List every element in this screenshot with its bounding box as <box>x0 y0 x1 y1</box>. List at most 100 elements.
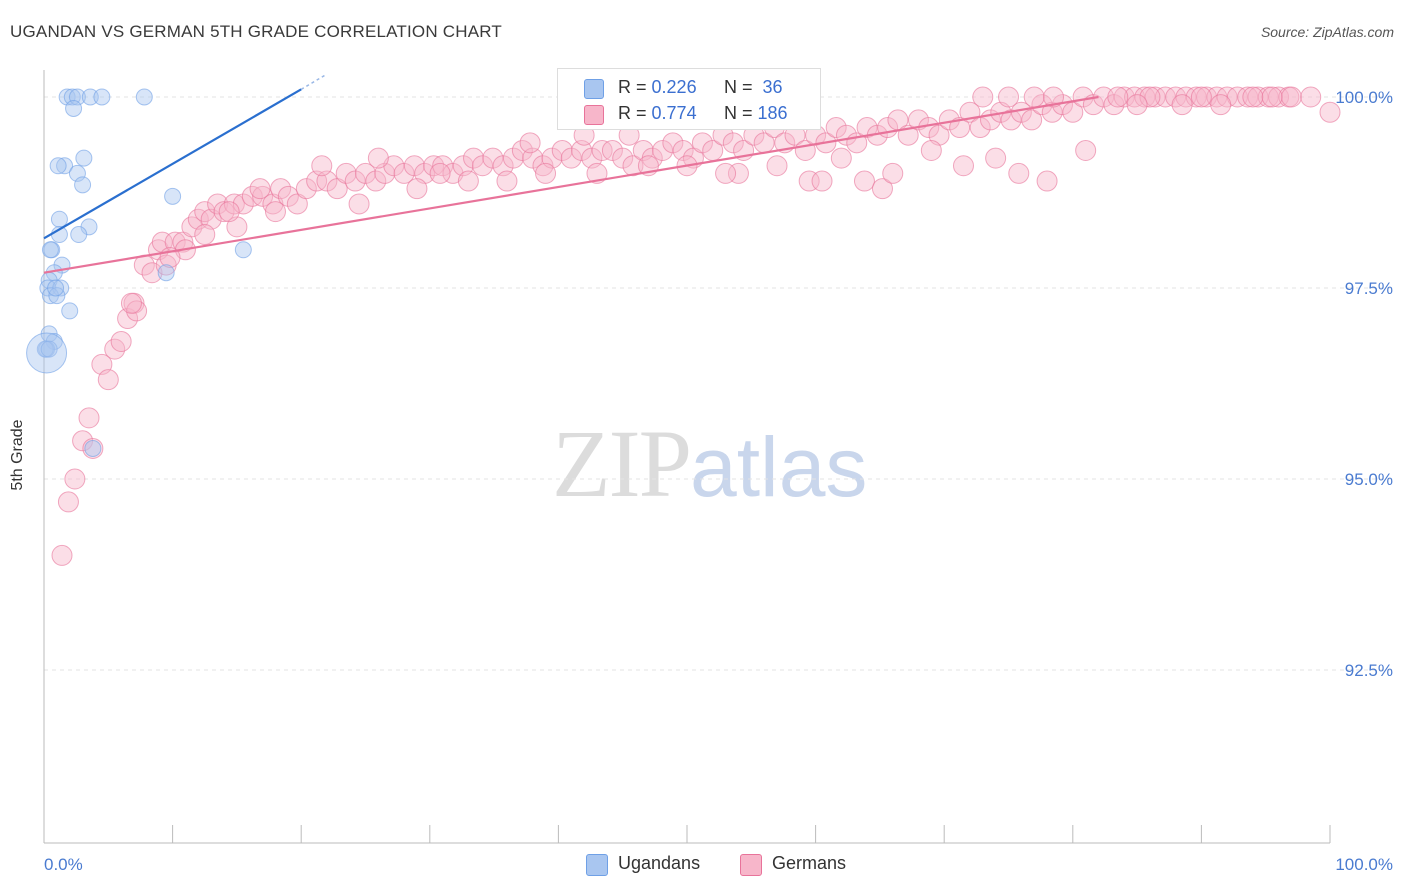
data-point <box>662 132 684 154</box>
y-tick-label: 100.0% <box>1335 88 1393 107</box>
stats-row-germans: R = 0.774 N = 186 <box>558 101 820 127</box>
data-point <box>715 162 737 184</box>
data-point <box>830 147 852 169</box>
watermark-atlas: atlas <box>690 420 868 514</box>
data-point <box>1041 101 1063 123</box>
data-point <box>64 468 86 490</box>
data-point <box>262 193 284 215</box>
data-point <box>871 178 893 200</box>
data-point <box>766 155 788 177</box>
data-point <box>1075 139 1097 161</box>
data-point <box>882 162 904 184</box>
data-point <box>1139 86 1161 108</box>
x-tick-label: 0.0% <box>44 855 83 874</box>
data-point <box>403 155 425 177</box>
data-point <box>1021 109 1043 131</box>
data-point <box>463 147 485 169</box>
data-point <box>70 226 88 244</box>
data-point <box>120 292 142 314</box>
data-point <box>157 264 175 282</box>
data-point <box>811 170 833 192</box>
trend-line <box>43 95 1099 274</box>
data-point <box>226 216 248 238</box>
germans-legend-swatch <box>740 854 762 876</box>
data-point <box>457 170 479 192</box>
watermark-zip: ZIP <box>552 410 692 517</box>
data-point <box>798 170 820 192</box>
data-point <box>1126 94 1148 116</box>
data-point <box>601 139 623 161</box>
data-point <box>41 241 59 259</box>
data-point <box>367 147 389 169</box>
data-point <box>856 117 878 139</box>
data-point <box>1171 94 1193 116</box>
data-point <box>1280 86 1302 108</box>
data-point <box>571 139 593 161</box>
n-stat: N = 186 <box>724 103 788 123</box>
data-point <box>535 162 557 184</box>
data-point <box>949 117 971 139</box>
ugandans-legend-swatch <box>586 854 608 876</box>
data-point <box>344 170 366 192</box>
data-point <box>1300 86 1322 108</box>
data-point <box>722 132 744 154</box>
data-point <box>1261 86 1283 108</box>
chart-title: UGANDAN VS GERMAN 5TH GRADE CORRELATION … <box>10 22 502 41</box>
r-stat: R = 0.774 <box>618 103 697 123</box>
data-point <box>84 439 102 457</box>
data-point <box>47 279 65 297</box>
stats-legend: R = 0.226 N = 36 R = 0.774 N = 186 <box>557 68 821 130</box>
data-point <box>985 147 1007 169</box>
data-point <box>496 170 518 192</box>
data-point <box>93 88 111 106</box>
data-point <box>907 109 929 131</box>
data-point <box>50 210 68 228</box>
data-point <box>213 201 235 223</box>
data-point <box>727 162 749 184</box>
watermark: ZIPatlas <box>552 408 867 519</box>
data-point <box>406 178 428 200</box>
data-point <box>232 193 254 215</box>
germans-swatch <box>584 105 604 125</box>
data-point <box>1008 162 1030 184</box>
legend-label: Germans <box>772 853 847 873</box>
data-point <box>1043 86 1065 108</box>
data-point <box>295 178 317 200</box>
y-tick-label: 97.5% <box>1345 279 1393 298</box>
ugandans-swatch <box>584 79 604 99</box>
data-point <box>335 162 357 184</box>
data-point <box>825 117 847 139</box>
data-point <box>218 201 240 223</box>
data-point <box>612 147 634 169</box>
x-tick-label: 100.0% <box>1335 855 1393 874</box>
data-point <box>68 88 86 106</box>
data-point <box>51 544 73 566</box>
legend-label: Ugandans <box>618 853 701 873</box>
data-point <box>920 139 942 161</box>
data-point <box>40 340 58 358</box>
data-point <box>194 224 216 246</box>
data-point <box>26 332 68 374</box>
trend-extension <box>300 73 328 91</box>
data-point <box>429 162 451 184</box>
data-point <box>1107 86 1129 108</box>
data-point <box>36 340 54 358</box>
data-point <box>432 155 454 177</box>
data-point <box>264 201 286 223</box>
trend-line <box>43 88 302 240</box>
stats-row-ugandans: R = 0.226 N = 36 <box>558 75 820 101</box>
data-point <box>164 187 182 205</box>
y-tick-label: 95.0% <box>1345 470 1393 489</box>
data-point <box>1036 170 1058 192</box>
data-point <box>586 162 608 184</box>
data-point <box>57 491 79 513</box>
data-point <box>522 147 544 169</box>
data-point <box>75 149 93 167</box>
data-point <box>560 147 582 169</box>
data-point <box>252 185 274 207</box>
r-stat: R = 0.226 <box>618 77 697 97</box>
data-point <box>691 132 713 154</box>
data-point <box>442 162 464 184</box>
n-stat: N = 36 <box>724 77 783 97</box>
data-point <box>1000 109 1022 131</box>
